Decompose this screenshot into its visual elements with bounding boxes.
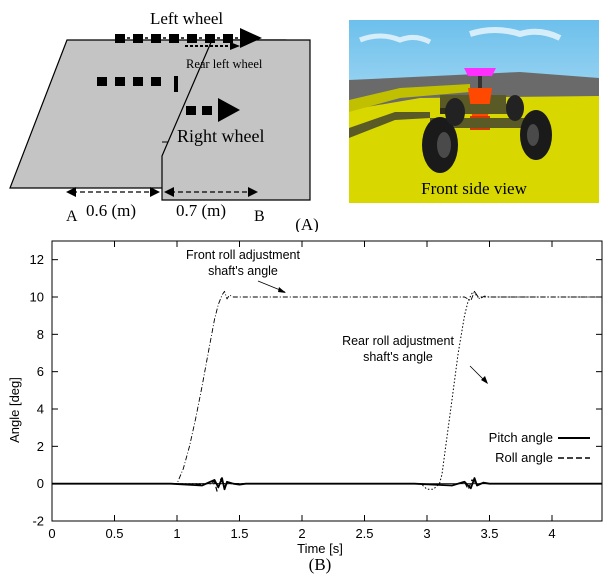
panel-a-caption: (A) [295, 215, 319, 232]
left-wheel-track [115, 28, 262, 48]
front-annotation-arrowhead [278, 287, 286, 293]
view-label: Front side view [421, 179, 527, 198]
x-tick-label: 1 [173, 526, 180, 541]
y-tick-label: 6 [37, 364, 44, 379]
front-annotation-line2: shaft's angle [208, 264, 278, 278]
y-tick-label: 4 [37, 402, 44, 417]
chart-legend: Pitch angle Roll angle [489, 430, 590, 465]
y-tick-label: 10 [30, 290, 44, 305]
chart-series [52, 290, 602, 492]
x-tick-label: 0 [48, 526, 55, 541]
right-wheel-track [97, 76, 240, 122]
series-line-front [52, 290, 602, 485]
dist-a-label: 0.6 (m) [86, 201, 136, 220]
y-tick-label: -2 [32, 514, 44, 529]
rear-annotation-line2: shaft's angle [363, 350, 433, 364]
x-tick-label: 2.5 [355, 526, 373, 541]
chart-text: Angle [deg] Time [s] (B) Front roll adju… [7, 248, 488, 574]
y-tick-label: 0 [37, 476, 44, 491]
legend-label-roll: Roll angle [495, 450, 553, 465]
front-annotation-line1: Front roll adjustment [186, 248, 300, 262]
x-tick-label: 4 [548, 526, 555, 541]
point-a-label: A [66, 208, 78, 225]
series-line-roll [52, 478, 602, 492]
y-tick-label: 8 [37, 327, 44, 342]
y-tick-label: 12 [30, 252, 44, 267]
x-axis-label: Time [s] [297, 541, 343, 556]
y-tick-label: 2 [37, 439, 44, 454]
chart-axes: 0 0.5 1 1.5 2 2.5 3 3.5 4 -2 0 2 4 6 8 10 12 [30, 240, 603, 541]
x-tick-label: 2 [298, 526, 305, 541]
x-tick-label: 0.5 [105, 526, 123, 541]
point-b-label: B [254, 208, 265, 225]
legend-label-pitch: Pitch angle [489, 430, 553, 445]
x-tick-label: 3 [423, 526, 430, 541]
y-axis-label: Angle [deg] [7, 377, 22, 443]
panel-a: Left wheel Rear left wheel Right wheel A… [9, 9, 599, 232]
rear-left-wheel-track [185, 42, 240, 50]
x-tick-label: 1.5 [230, 526, 248, 541]
dimension-arrow-b [164, 187, 258, 197]
left-wheel-label: Left wheel [150, 9, 223, 28]
dimension-arrow-a [66, 187, 160, 197]
dist-b-label: 0.7 (m) [176, 201, 226, 220]
x-tick-label: 3.5 [480, 526, 498, 541]
rear-left-wheel-label: Rear left wheel [186, 57, 263, 71]
plot-frame [51, 240, 603, 522]
rear-annotation-arrowhead [481, 376, 488, 384]
panel-b-caption: (B) [309, 555, 332, 574]
right-wheel-label: Right wheel [177, 126, 265, 146]
rear-annotation-line1: Rear roll adjustment [342, 334, 454, 348]
front-side-view-image: Front side view [349, 20, 599, 203]
angle-time-chart: 0 0.5 1 1.5 2 2.5 3 3.5 4 -2 0 2 4 6 8 10 12 Angle [deg]… [7, 240, 603, 574]
